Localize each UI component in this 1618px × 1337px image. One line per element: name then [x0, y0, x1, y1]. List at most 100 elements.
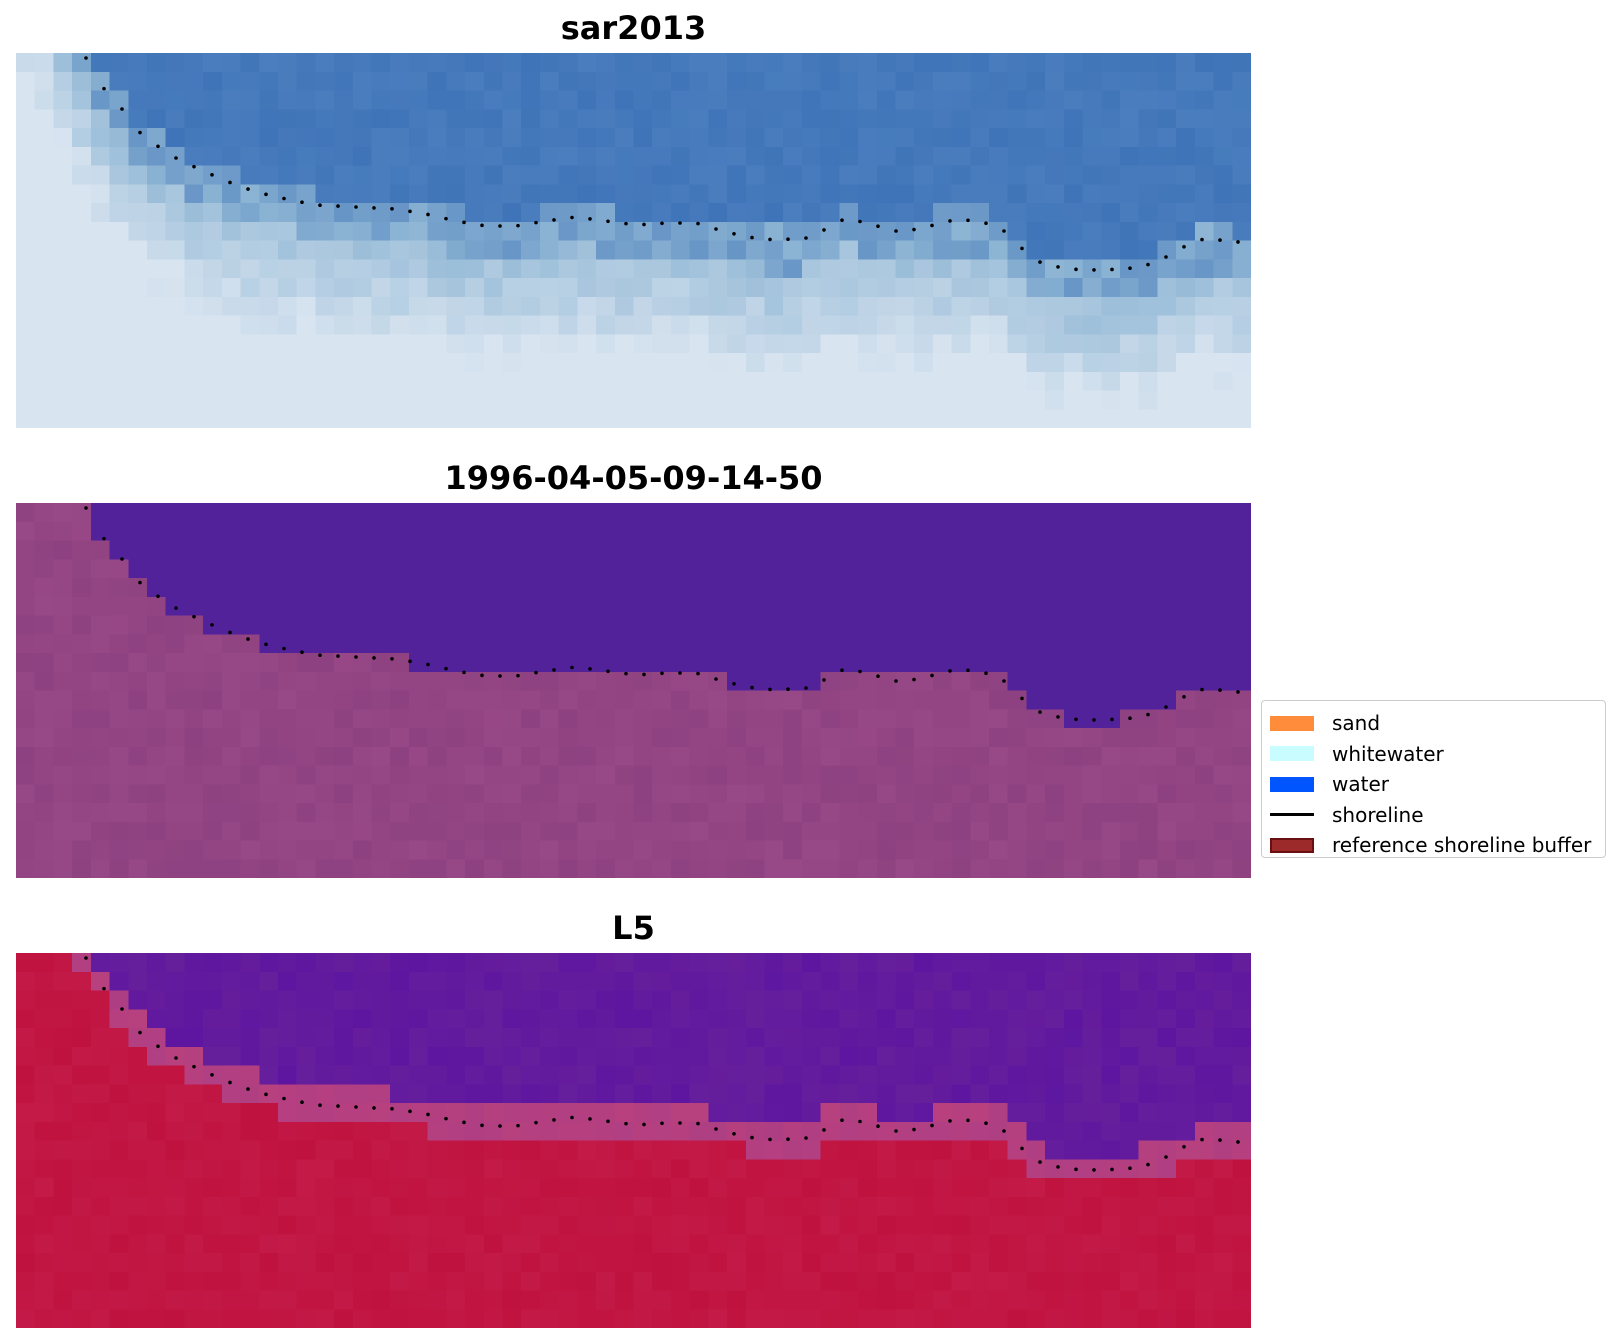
- shoreline-point: [660, 1121, 664, 1126]
- shoreline-point: [282, 646, 286, 651]
- shoreline-point: [354, 655, 358, 659]
- shoreline-overlay: [84, 956, 1240, 1172]
- shoreline-point: [894, 1129, 898, 1133]
- shoreline-point: [624, 671, 628, 676]
- shoreline-point: [282, 1096, 286, 1101]
- shoreline-point: [336, 1104, 340, 1108]
- shoreline-point: [570, 665, 574, 670]
- shoreline-point: [516, 1123, 520, 1128]
- shoreline-point: [912, 1127, 916, 1132]
- shoreline-point: [102, 86, 106, 91]
- shoreline-point: [750, 1135, 754, 1140]
- shoreline-point: [804, 686, 808, 690]
- shoreline-point: [408, 659, 412, 664]
- shoreline-point: [408, 1109, 412, 1114]
- shoreline-point: [696, 1121, 700, 1126]
- shoreline-point: [480, 1123, 484, 1128]
- shoreline-point: [498, 1124, 502, 1128]
- shoreline-point: [246, 637, 250, 641]
- shoreline-point: [768, 1137, 772, 1142]
- shoreline-point: [264, 642, 268, 647]
- shoreline-point: [588, 667, 592, 671]
- shoreline-point: [1128, 266, 1132, 270]
- shoreline-point: [786, 687, 790, 691]
- shoreline-point: [1200, 1137, 1204, 1142]
- shoreline-point: [1200, 687, 1204, 692]
- shoreline-point: [606, 669, 610, 674]
- shoreline-point: [1110, 717, 1114, 722]
- shoreline-point: [696, 671, 700, 676]
- shoreline-point: [1092, 1168, 1096, 1172]
- shoreline-point: [1182, 1145, 1186, 1149]
- legend-label-sand: sand: [1332, 711, 1381, 736]
- shoreline-point: [714, 227, 718, 231]
- shoreline-point: [264, 192, 268, 197]
- satellite-image: [16, 53, 1251, 428]
- shoreline-point: [1092, 268, 1096, 272]
- legend-swatch-whitewater: [1270, 746, 1314, 762]
- shoreline-point: [462, 670, 466, 675]
- legend-label-shoreline: shoreline: [1332, 802, 1424, 827]
- shoreline-point: [138, 1030, 142, 1035]
- shoreline-point: [984, 1121, 988, 1125]
- shoreline-point: [732, 1132, 736, 1136]
- shoreline-point: [1128, 1166, 1132, 1170]
- shoreline-point: [786, 1137, 790, 1141]
- shoreline-point: [678, 221, 682, 225]
- shoreline-point: [336, 204, 340, 208]
- shoreline-point: [1182, 245, 1186, 249]
- shoreline-point: [120, 107, 124, 111]
- shoreline-point: [498, 674, 502, 678]
- shoreline-point: [1074, 717, 1078, 722]
- shoreline-point: [210, 1073, 214, 1077]
- shoreline-point: [660, 671, 664, 676]
- shoreline-point: [372, 1106, 376, 1110]
- shoreline-point: [714, 1127, 718, 1131]
- shoreline-point: [642, 1122, 646, 1127]
- shoreline-point: [966, 1118, 970, 1123]
- shoreline-point: [228, 1080, 232, 1085]
- shoreline-point: [858, 669, 862, 674]
- legend-label-reference-buffer: reference shoreline buffer: [1332, 833, 1592, 858]
- shoreline-point: [228, 630, 232, 635]
- shoreline-point: [840, 1118, 844, 1122]
- shoreline-point: [192, 614, 196, 619]
- shoreline-point: [390, 207, 394, 211]
- shoreline-point: [894, 679, 898, 683]
- shoreline-point: [750, 235, 754, 240]
- shoreline-point: [1146, 262, 1150, 267]
- shoreline-point: [120, 557, 124, 561]
- shoreline-point: [1020, 696, 1024, 701]
- shoreline-point: [336, 654, 340, 658]
- shoreline-point: [876, 674, 880, 678]
- shoreline-point: [192, 164, 196, 169]
- shoreline-point: [1236, 1140, 1240, 1144]
- shoreline-point: [264, 1092, 268, 1097]
- legend-item-whitewater: whitewater: [1270, 739, 1597, 770]
- shoreline-point: [1146, 712, 1150, 717]
- shoreline-point: [462, 1120, 466, 1125]
- shoreline-point: [804, 1136, 808, 1140]
- shoreline-point: [894, 229, 898, 233]
- panel-title-sar2013: sar2013: [560, 9, 707, 47]
- shoreline-point: [84, 956, 88, 960]
- shoreline-point: [948, 669, 952, 673]
- shoreline-point: [390, 657, 394, 661]
- shoreline-point: [462, 220, 466, 225]
- shoreline-point: [1038, 710, 1042, 714]
- shoreline-point: [354, 1105, 358, 1109]
- shoreline-point: [768, 237, 772, 242]
- shoreline-point: [570, 215, 574, 220]
- shoreline-point: [588, 1117, 592, 1121]
- shoreline-point: [606, 1119, 610, 1124]
- shoreline-point: [1164, 255, 1168, 259]
- shoreline-point: [552, 218, 556, 222]
- shoreline-point: [876, 1124, 880, 1128]
- shoreline-point: [786, 237, 790, 241]
- shoreline-point: [1074, 267, 1078, 272]
- shoreline-point: [768, 687, 772, 692]
- shoreline-point: [1164, 705, 1168, 709]
- shoreline-point: [1182, 695, 1186, 699]
- shoreline-point: [930, 223, 934, 228]
- shoreline-point: [642, 222, 646, 227]
